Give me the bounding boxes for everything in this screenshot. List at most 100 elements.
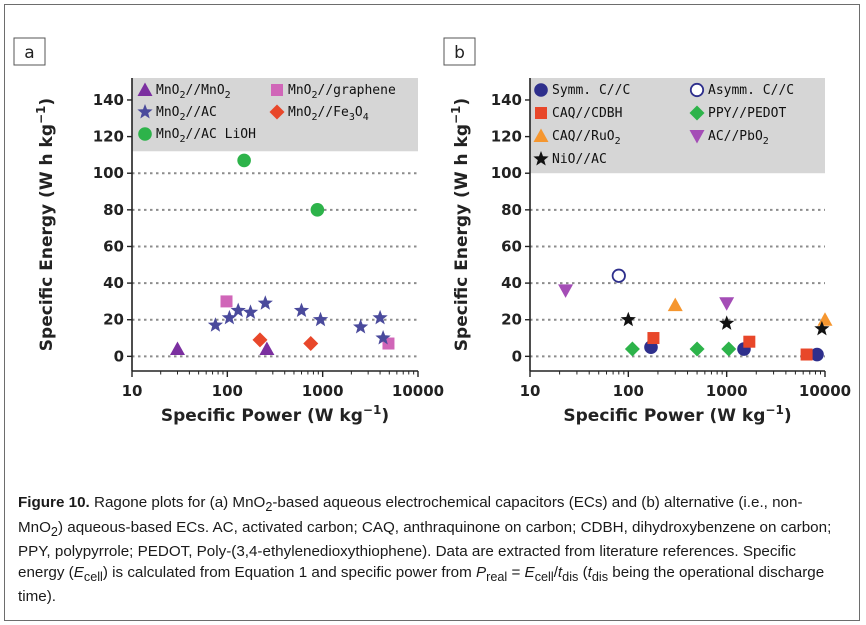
legend-label: MnO2​//Fe3​O4​ [288, 105, 369, 123]
y-axis-label-sup: −1 [449, 106, 463, 124]
panel-tag-label: b [454, 43, 465, 63]
data-point [207, 317, 223, 332]
panel-tag-box [443, 37, 476, 66]
x-axis-label-end: ) [784, 406, 792, 426]
data-point [353, 319, 369, 334]
legend-label: CAQ//RuO2​ [552, 129, 621, 147]
legend-subscript: 2 [763, 136, 769, 147]
caption-sub: 2 [50, 524, 58, 539]
legend-text-part: O [355, 105, 363, 120]
legend-label: PPY//PEDOT [708, 106, 786, 121]
data-point [647, 332, 660, 345]
caption-symbol: t [557, 563, 563, 581]
legend-marker [138, 127, 152, 141]
legend-marker [137, 104, 153, 119]
legend-marker [689, 105, 705, 121]
caption-sub: dis [562, 569, 579, 584]
y-tick-label: 80 [103, 201, 124, 219]
data-point [303, 336, 319, 352]
legend-text-part: Symm. C//C [552, 83, 630, 98]
x-axis-label-sup: −1 [765, 403, 783, 417]
legend-text-part: //AC [186, 105, 217, 120]
x-tick-label: 1000 [706, 382, 748, 400]
caption-text: / [553, 563, 558, 581]
y-tick-label: 140 [93, 91, 124, 109]
data-point [310, 203, 325, 217]
x-axis-label-end: ) [381, 406, 389, 426]
legend-subscript: 4 [363, 112, 369, 123]
shaded-region [530, 78, 825, 174]
caption-symbol: E [73, 563, 84, 581]
caption-text: ( [578, 563, 588, 581]
legend-text-part: MnO [156, 105, 180, 120]
legend-text-part: CAQ//CDBH [552, 106, 622, 121]
legend-subscript: 2 [179, 134, 185, 145]
chart-panel-b: b 0 20 40 60 80 100 120 140 10 100 1000 10000 Specifi… [443, 37, 851, 426]
legend-subscript: 2 [179, 112, 185, 123]
x-tick-label: 1000 [302, 382, 344, 400]
panel-tag-label: a [24, 43, 34, 63]
legend-text-part: MnO [156, 83, 180, 98]
data-point [667, 297, 683, 312]
legend-text-part: Asymm. C//C [708, 83, 794, 98]
x-tick-label: 10 [122, 382, 143, 400]
legend-subscript: 2 [615, 136, 621, 147]
data-point [220, 295, 233, 308]
data-point [817, 312, 833, 326]
data-point [221, 309, 237, 325]
legend-label: CAQ//CDBH [552, 106, 622, 121]
legend-text-part: MnO [288, 105, 312, 120]
y-tick-label: 140 [491, 91, 522, 109]
y-tick-label: 0 [512, 347, 522, 365]
y-tick-label: 80 [501, 201, 522, 219]
legend-text-part: MnO [288, 83, 312, 98]
legend-label: MnO2​//MnO2​ [156, 83, 231, 101]
legend-label: MnO2​//graphene [288, 83, 396, 101]
legend-marker [271, 84, 283, 96]
x-tick-label: 10000 [392, 382, 444, 400]
data-point [293, 302, 310, 317]
y-tick-label: 40 [501, 274, 522, 292]
y-tick-label: 20 [501, 311, 522, 329]
y-tick-label: 120 [93, 128, 124, 146]
caption-symbol: t [587, 563, 592, 581]
charts-svg: a 0 20 40 60 80 100 120 140 10 100 1000 10000 Specifi… [13, 37, 851, 426]
caption-text: = [507, 563, 525, 581]
data-point [689, 341, 705, 357]
caption-symbol: E [524, 563, 535, 581]
caption-sub: dis [591, 569, 609, 584]
data-point [800, 348, 813, 361]
x-axis-label: Specific Power (W kg−1) [563, 403, 791, 426]
data-point [237, 153, 251, 168]
y-axis-label-main: Specific Energy (W h kg [37, 124, 57, 351]
legend-text-part: NiO//AC [552, 152, 607, 167]
caption-sub: cell [83, 569, 103, 584]
legend-label: NiO//AC [552, 152, 607, 167]
caption-text: being the operational discharge time). [18, 563, 825, 606]
y-tick-label: 40 [103, 274, 124, 292]
data-point [257, 295, 273, 310]
legend-subscript: 2 [179, 90, 185, 101]
legend-marker [535, 107, 547, 119]
figure-caption: Figure 10. Ragone plots for (a) MnO2-bas… [18, 493, 840, 608]
caption-text: ) aqueous-based ECs. AC, activated carbo… [18, 518, 832, 581]
legend-text-part: //AC LiOH [186, 127, 256, 142]
legend-text-part: CAQ//RuO [552, 129, 615, 144]
data-point [230, 302, 246, 317]
caption-text: -based aqueous electrochemical capacitor… [18, 494, 803, 536]
data-point [721, 341, 737, 357]
data-point [611, 268, 626, 283]
data-point [719, 297, 735, 311]
y-axis-label: Specific Energy (W h kg−1) [449, 98, 472, 351]
legend-marker [137, 82, 153, 96]
y-tick-label: 100 [93, 164, 124, 182]
legend-marker [689, 130, 705, 144]
y-tick-label: 60 [103, 237, 124, 255]
legend-label: Asymm. C//C [708, 83, 794, 98]
x-tick-label: 100 [613, 382, 644, 400]
y-axis-label: Specific Energy (W h kg−1) [34, 98, 57, 351]
data-point [719, 315, 735, 330]
legend-subscript: 2 [311, 90, 317, 101]
legend-text-part: PPY//PEDOT [708, 106, 786, 121]
legend-text-part: MnO [156, 127, 180, 142]
